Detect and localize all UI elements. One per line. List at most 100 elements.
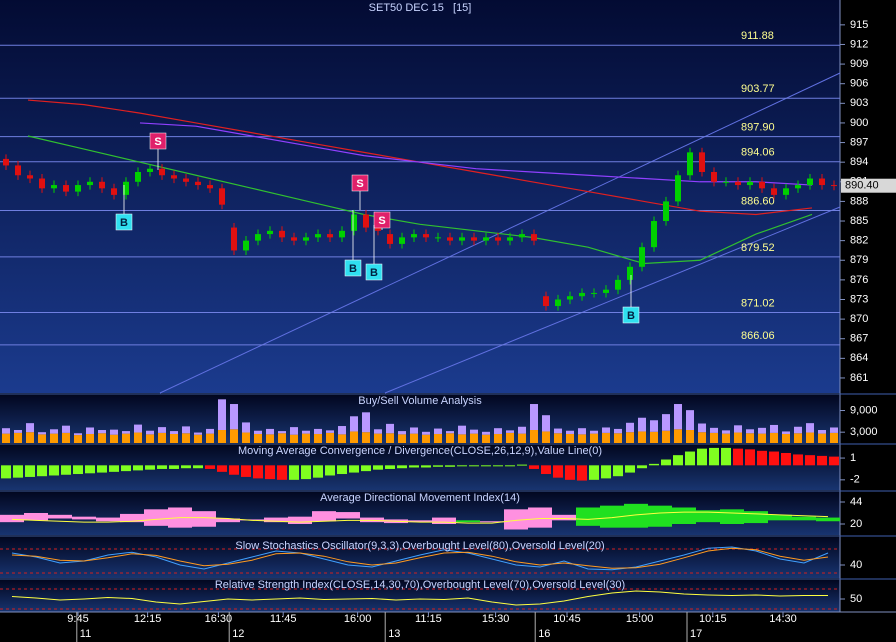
- volume-bar: [662, 430, 670, 443]
- candle-body: [555, 299, 561, 307]
- volume-bar: [470, 429, 478, 434]
- level-label: 871.02: [741, 297, 775, 309]
- y-tick-label: 915: [850, 19, 868, 31]
- macd-bar: [745, 449, 755, 466]
- volume-bar: [278, 431, 286, 434]
- candle-body: [795, 185, 801, 189]
- volume-bar: [482, 434, 490, 443]
- macd-bar: [733, 448, 743, 466]
- level-label: 886.60: [741, 195, 775, 207]
- di-band: [144, 509, 168, 526]
- volume-bar: [530, 404, 538, 431]
- candle-body: [519, 234, 525, 238]
- volume-bar: [110, 429, 118, 435]
- y-tick-label: 20: [850, 518, 862, 530]
- candle-body: [351, 214, 357, 231]
- macd-bar: [553, 465, 563, 478]
- volume-bar: [86, 433, 94, 443]
- volume-bar: [794, 426, 802, 434]
- macd-bar: [625, 465, 635, 473]
- y-tick-label: 882: [850, 235, 868, 247]
- volume-bar: [758, 427, 766, 434]
- macd-bar: [361, 465, 371, 472]
- candle-body: [123, 181, 129, 195]
- di-band: [552, 514, 576, 521]
- macd-bar: [409, 465, 419, 468]
- macd-bar: [661, 459, 671, 466]
- panel-title: Average Directional Movement Index(14): [320, 492, 520, 504]
- volume-bar: [578, 434, 586, 443]
- volume-bar: [734, 425, 742, 433]
- candle-body: [339, 230, 345, 238]
- volume-bar: [374, 429, 382, 434]
- macd-bar: [157, 465, 167, 469]
- volume-bar: [254, 433, 262, 443]
- rsi-panel: [0, 580, 840, 612]
- volume-bar: [650, 431, 658, 443]
- y-tick-label: 894: [850, 156, 868, 168]
- candle-body: [747, 181, 753, 186]
- di-band: [768, 514, 792, 521]
- di-band: [312, 511, 336, 522]
- volume-bar: [134, 424, 142, 433]
- signal-box: [115, 213, 133, 231]
- volume-bar: [818, 433, 826, 443]
- volume-bar: [326, 432, 334, 443]
- volume-bar: [146, 430, 154, 435]
- candle-body: [507, 237, 513, 241]
- di-band: [648, 505, 672, 527]
- di-band: [72, 516, 96, 520]
- signal-label: S: [356, 178, 363, 190]
- moving-average: [27, 135, 813, 265]
- volume-bar: [266, 434, 274, 443]
- volume-bar: [398, 434, 406, 443]
- candle-body: [291, 237, 297, 241]
- volume-bar: [38, 434, 46, 443]
- volume-bar: [290, 434, 298, 443]
- macd-bar: [589, 465, 599, 480]
- y-tick-label: 864: [850, 352, 868, 364]
- macd-bar: [505, 465, 515, 467]
- signal-box: [351, 174, 369, 192]
- candle-body: [219, 188, 225, 205]
- macd-bar: [121, 465, 131, 472]
- y-tick-label: 870: [850, 313, 868, 325]
- volume-bar: [482, 431, 490, 435]
- candle-body: [411, 234, 417, 238]
- candle-body: [363, 214, 369, 228]
- macd-bar: [469, 465, 479, 467]
- volume-bar: [98, 433, 106, 443]
- indicator-line: [11, 546, 829, 571]
- candle-body: [615, 279, 621, 290]
- macd-bar: [73, 465, 83, 475]
- volume-bar: [338, 434, 346, 443]
- candle-body: [723, 181, 729, 183]
- level-label: 897.90: [741, 122, 775, 134]
- volume-bar: [590, 433, 598, 443]
- volume-bar: [350, 416, 358, 432]
- macd-bar: [601, 465, 611, 479]
- volume-bar: [674, 404, 682, 430]
- volume-bar: [170, 431, 178, 434]
- di-band: [720, 509, 744, 524]
- x-tick-label: 11:15: [415, 613, 442, 625]
- signal-label: B: [349, 263, 357, 275]
- last-price-label: 890.40: [845, 180, 879, 192]
- volume-bar: [494, 428, 502, 434]
- volume-bar: [746, 429, 754, 434]
- candle-body: [603, 289, 609, 293]
- volume-bar: [674, 429, 682, 443]
- level-label: 879.52: [741, 242, 775, 254]
- y-tick-label: 3,000: [850, 426, 878, 438]
- candle-body: [39, 178, 45, 189]
- candle-body: [699, 152, 705, 172]
- signal-label: B: [120, 217, 128, 229]
- candle-body: [63, 185, 69, 192]
- x-tick-label: 9:45: [67, 613, 88, 625]
- candle-body: [27, 175, 33, 179]
- macd-bar: [769, 451, 779, 466]
- volume-bar: [194, 434, 202, 443]
- volume-bar: [422, 434, 430, 443]
- di-band: [216, 518, 240, 523]
